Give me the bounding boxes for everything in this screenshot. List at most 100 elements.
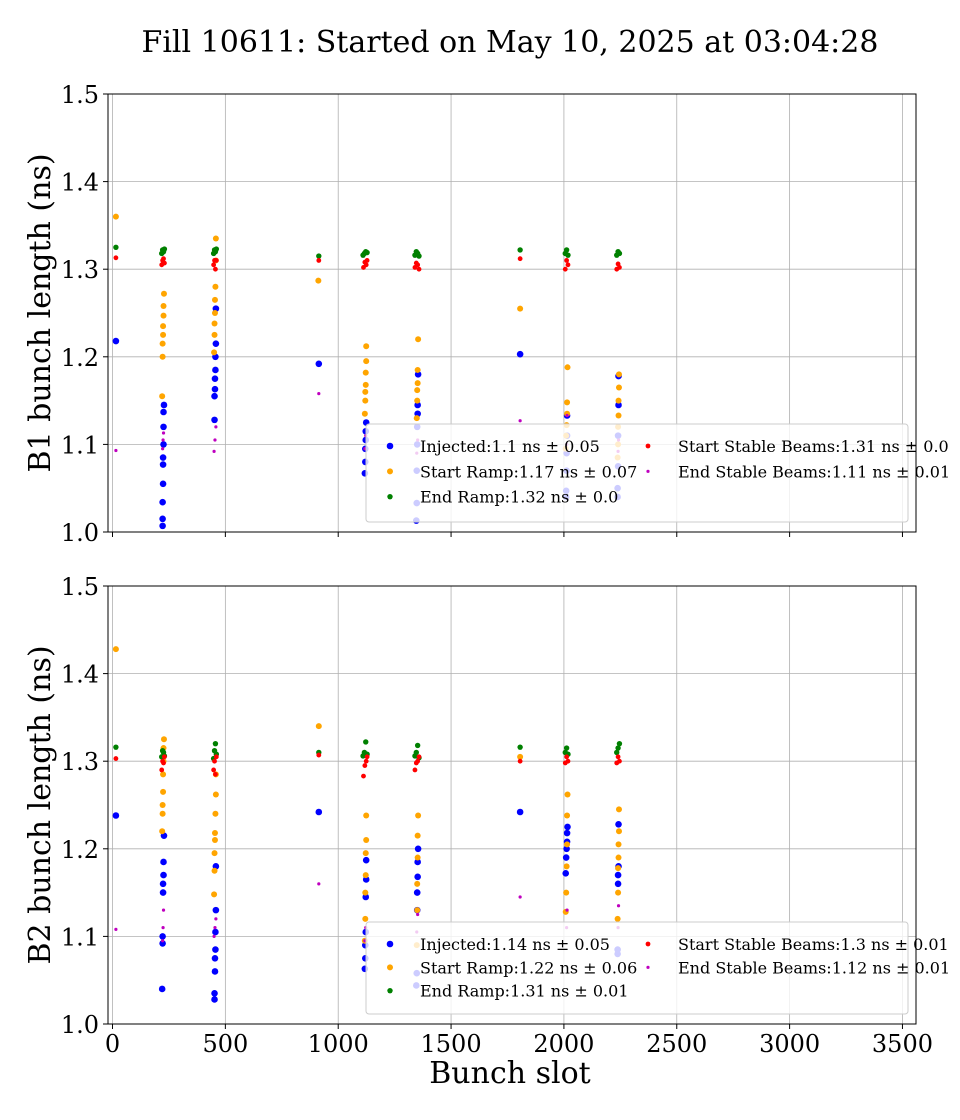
- point-start-ramp: [615, 371, 622, 378]
- point-end-ramp: [416, 253, 422, 259]
- point-start-ramp: [362, 915, 369, 922]
- x-tick-label: 1500: [421, 1030, 482, 1058]
- legend-marker-end-ramp: [387, 987, 393, 994]
- point-end-ramp: [316, 253, 322, 259]
- x-axis-label: Bunch slot: [429, 1056, 590, 1091]
- y-tick-label: 1.4: [61, 661, 99, 689]
- point-injected: [159, 480, 167, 488]
- point-start-stable: [412, 767, 418, 773]
- point-start-stable: [213, 266, 218, 272]
- legend-marker-start-stable: [645, 443, 651, 449]
- point-start-ramp: [564, 812, 571, 819]
- point-start-stable: [159, 767, 165, 773]
- point-injected: [159, 498, 166, 506]
- panel-b1: 1.0 1.1 1.2 1.3 1.4 1.5 B1 bunch length (ns) In…: [23, 81, 950, 547]
- point-start-ramp: [414, 832, 421, 839]
- point-start-ramp: [160, 302, 167, 309]
- point-start-ramp: [563, 889, 570, 896]
- point-start-ramp: [615, 865, 622, 872]
- legend-label-end-ramp: End Ramp:1.31 ns ± 0.01: [420, 982, 629, 1001]
- point-end-ramp: [113, 244, 119, 250]
- point-start-ramp: [160, 312, 167, 319]
- x-tick-label: 500: [202, 1030, 248, 1058]
- point-start-ramp: [615, 854, 622, 861]
- point-start-ramp: [415, 336, 422, 343]
- point-injected: [160, 441, 167, 448]
- point-start-ramp: [212, 283, 219, 290]
- point-start-stable: [162, 260, 167, 266]
- point-start-ramp: [414, 380, 421, 387]
- point-start-stable: [564, 258, 570, 263]
- point-end-stable: [161, 926, 165, 930]
- point-start-stable: [162, 754, 167, 760]
- point-injected: [160, 858, 167, 866]
- point-injected: [211, 968, 219, 975]
- point-start-stable: [565, 758, 571, 764]
- point-end-stable: [565, 908, 569, 912]
- point-injected: [159, 940, 166, 947]
- point-start-ramp: [212, 235, 219, 242]
- point-injected: [614, 871, 622, 879]
- point-start-ramp: [211, 837, 218, 844]
- point-injected: [211, 385, 219, 393]
- point-start-ramp: [517, 305, 524, 312]
- point-start-ramp: [615, 397, 622, 404]
- point-start-ramp: [211, 867, 218, 874]
- point-start-stable: [363, 262, 369, 268]
- panel-b2: 0 500 1000 1500 2000 2500 3000 3500 1.0 1.1 1.2 1.3…: [23, 573, 950, 1091]
- point-start-stable: [316, 258, 322, 263]
- point-injected: [413, 889, 421, 896]
- point-start-stable: [615, 754, 621, 760]
- y-tick-label: 1.4: [61, 169, 99, 197]
- point-end-stable: [212, 449, 216, 454]
- point-end-ramp: [565, 252, 571, 258]
- point-start-ramp: [362, 872, 369, 879]
- x-tick-label: 2500: [646, 1030, 707, 1058]
- point-start-ramp: [362, 850, 369, 857]
- point-start-ramp: [563, 863, 570, 870]
- point-start-stable: [617, 758, 622, 764]
- y-tick-label: 1.1: [61, 431, 99, 459]
- point-start-ramp: [361, 410, 368, 417]
- legend: Injected:1.1 ns ± 0.05 Start Ramp:1.17 ns…: [365, 423, 950, 523]
- point-start-stable: [415, 758, 421, 764]
- axes-frame: [107, 93, 917, 533]
- point-start-ramp: [414, 387, 421, 394]
- point-start-stable: [211, 262, 217, 268]
- point-start-stable: [565, 262, 571, 268]
- point-start-ramp: [414, 907, 421, 914]
- legend-label-injected: Injected:1.1 ns ± 0.05: [420, 437, 600, 456]
- point-injected: [212, 906, 220, 914]
- point-injected: [158, 985, 166, 993]
- point-injected: [159, 454, 167, 461]
- point-start-stable: [113, 756, 119, 761]
- point-injected: [414, 845, 422, 853]
- point-start-ramp: [362, 397, 369, 404]
- point-injected: [564, 823, 571, 831]
- point-injected: [562, 870, 570, 877]
- point-start-ramp: [362, 369, 369, 376]
- point-start-stable: [213, 771, 218, 777]
- point-end-stable: [161, 431, 166, 435]
- point-start-stable: [517, 758, 523, 764]
- point-start-ramp: [112, 213, 119, 220]
- y-tick-label: 1.5: [61, 81, 99, 109]
- y-axis-label: B1 bunch length (ns): [23, 153, 58, 472]
- point-start-stable: [364, 258, 370, 263]
- x-tick-label: 3500: [872, 1030, 933, 1058]
- legend-marker-end-stable: [646, 469, 650, 473]
- point-start-ramp: [112, 646, 119, 653]
- point-start-ramp: [614, 915, 621, 922]
- point-injected: [562, 854, 570, 861]
- point-injected: [615, 820, 622, 828]
- point-start-ramp: [363, 837, 370, 844]
- point-start-ramp: [159, 802, 166, 808]
- point-start-stable: [562, 266, 568, 272]
- point-start-ramp: [362, 889, 369, 896]
- point-injected: [315, 360, 323, 368]
- point-end-stable: [161, 939, 165, 943]
- point-injected: [160, 871, 167, 879]
- point-end-stable: [518, 895, 522, 899]
- point-injected: [212, 340, 220, 347]
